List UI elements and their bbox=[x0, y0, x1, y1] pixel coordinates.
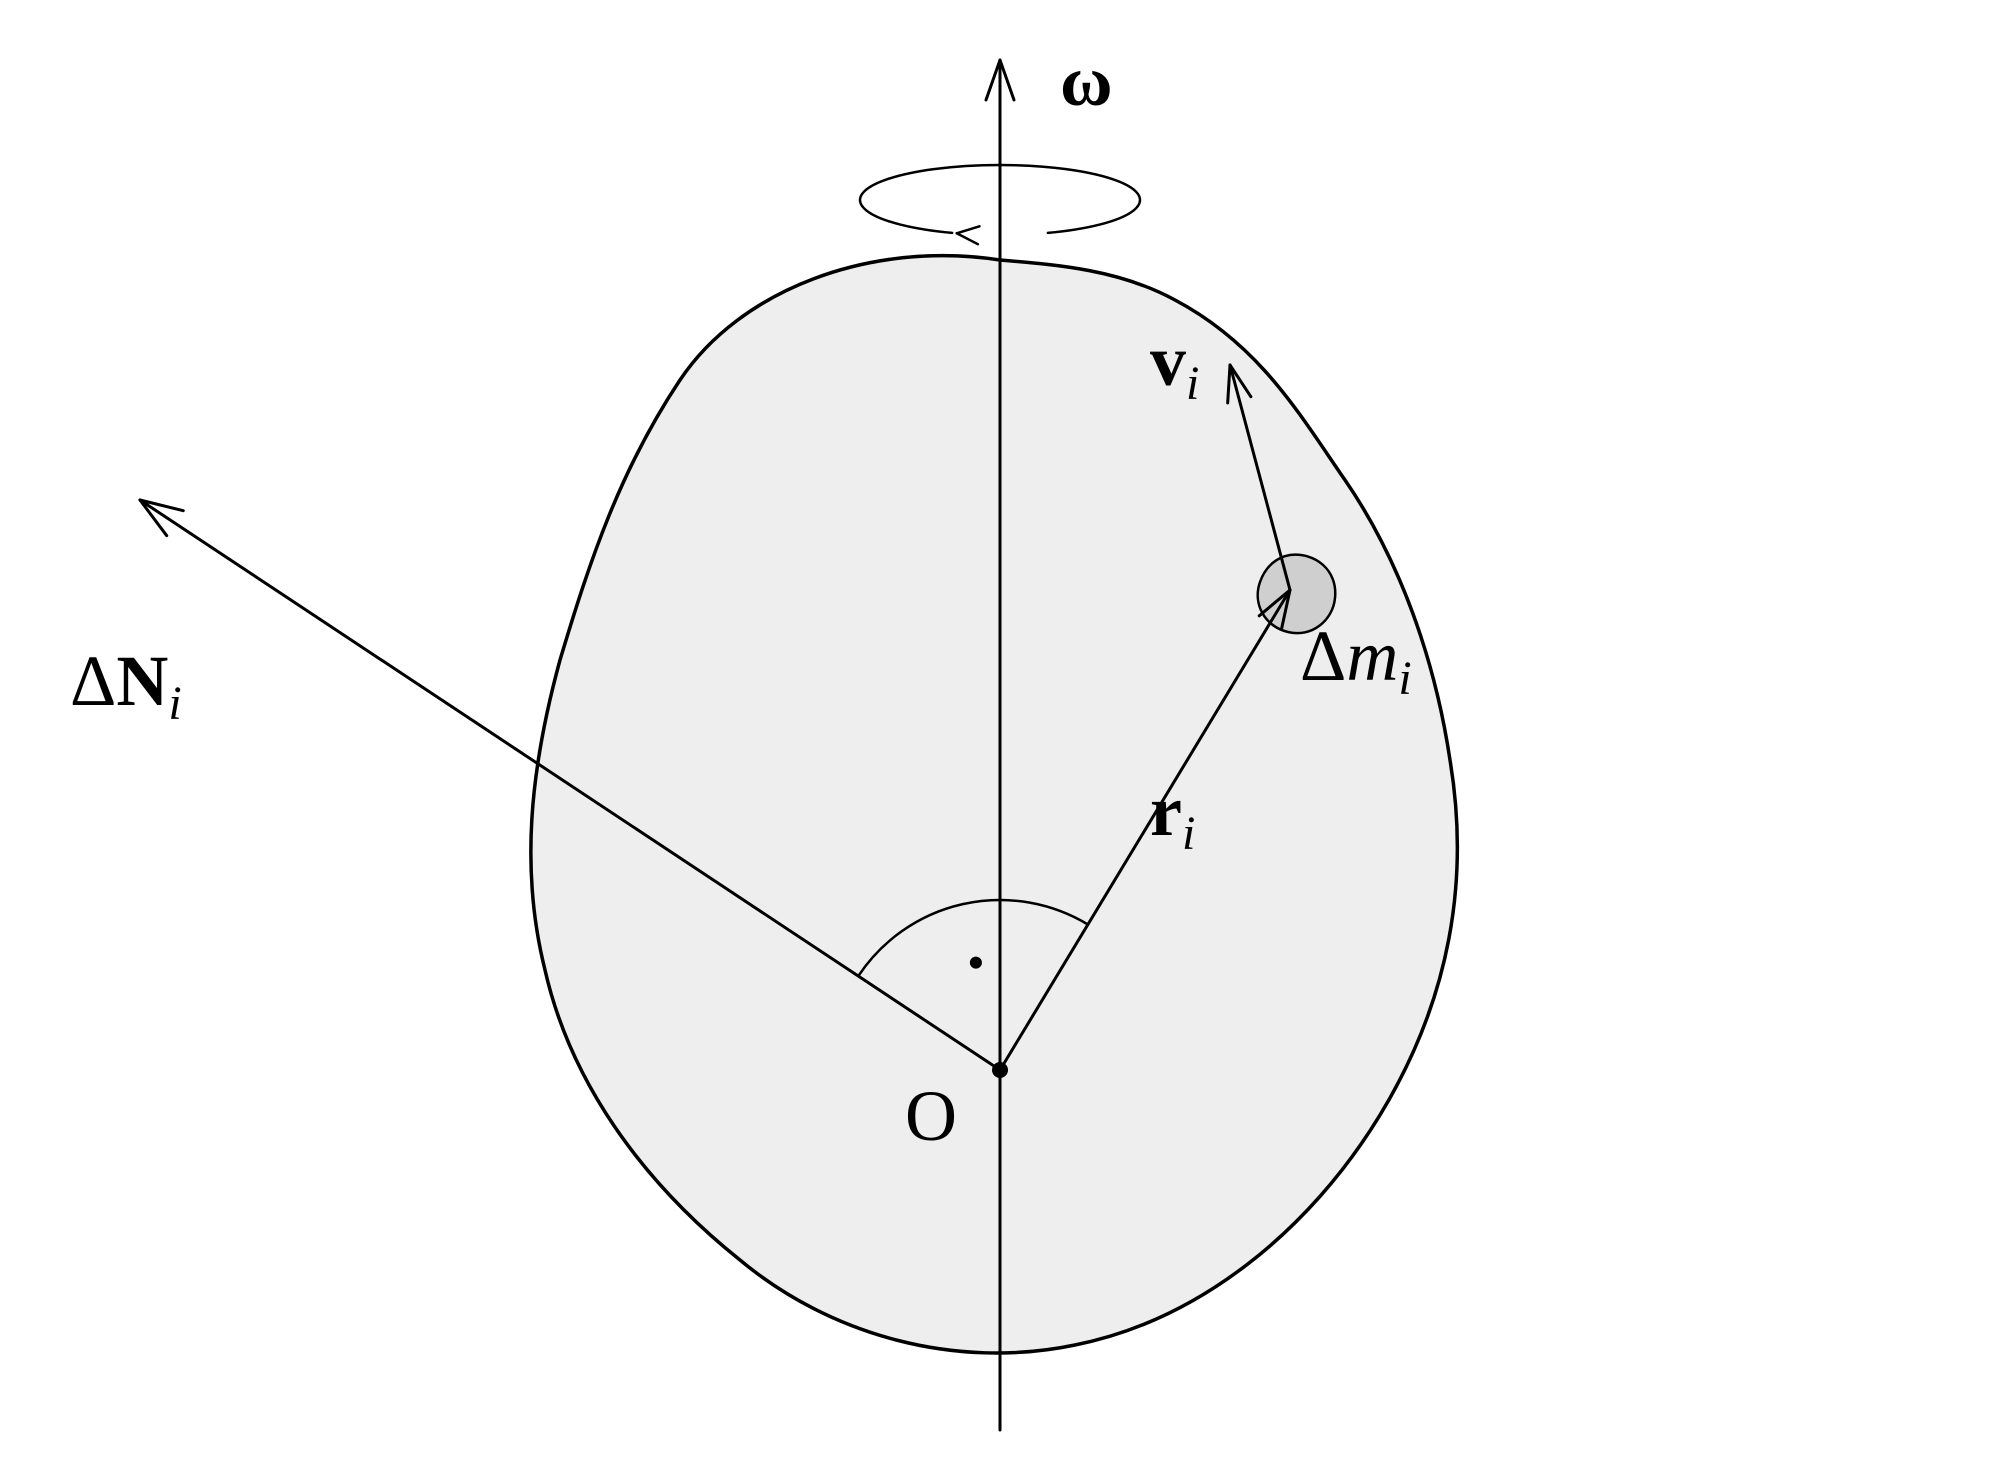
v-sub: i bbox=[1186, 357, 1199, 410]
origin-point bbox=[992, 1062, 1008, 1078]
m-sub: i bbox=[1398, 652, 1411, 705]
delta-m-i-label: Δmi bbox=[1300, 615, 1412, 698]
m-symbol: m bbox=[1346, 616, 1398, 696]
v-symbol: v bbox=[1150, 321, 1186, 401]
r-i-label: ri bbox=[1150, 770, 1195, 853]
omega-label: ω bbox=[1060, 40, 1113, 123]
omega-symbol: ω bbox=[1060, 41, 1113, 121]
right-angle-dot bbox=[970, 957, 982, 969]
N-sub: i bbox=[168, 677, 181, 730]
delta-symbol-2: Δ bbox=[1300, 616, 1346, 696]
r-symbol: r bbox=[1150, 771, 1182, 851]
r-sub: i bbox=[1182, 807, 1195, 860]
N-symbol: N bbox=[116, 641, 168, 721]
diagram-canvas bbox=[0, 0, 2000, 1465]
v-i-label: vi bbox=[1150, 320, 1199, 403]
origin-O: O bbox=[905, 1076, 957, 1156]
delta-symbol: Δ bbox=[70, 641, 116, 721]
delta-N-i-label: ΔNi bbox=[70, 640, 182, 723]
origin-label: O bbox=[905, 1075, 957, 1158]
rigid-body bbox=[531, 256, 1458, 1353]
